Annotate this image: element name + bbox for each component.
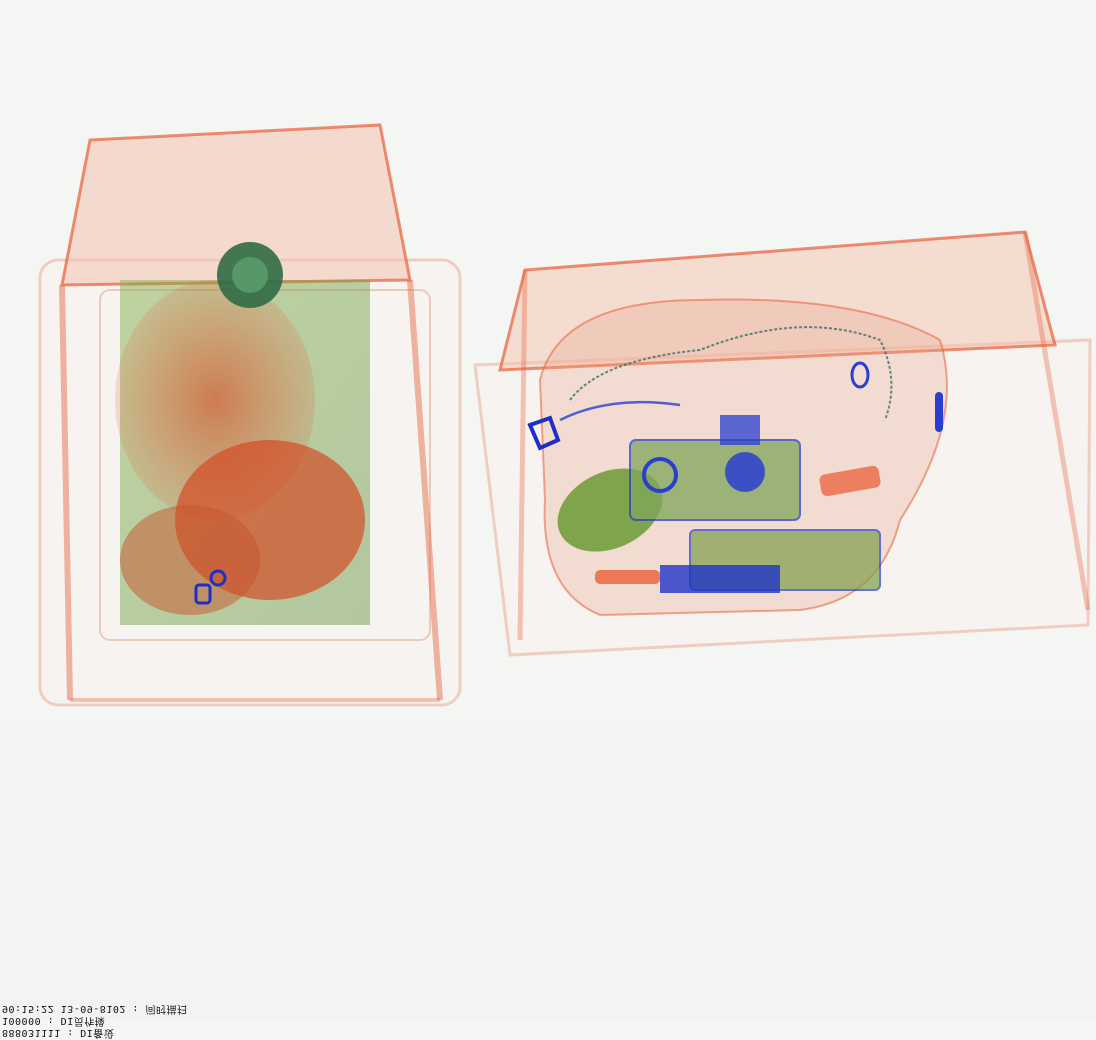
device-id-text: 888031111 : DI备设: [2, 1027, 115, 1038]
right-tray: [473, 230, 1092, 657]
operator-id-text: 100000 : DI员作操: [2, 1015, 106, 1026]
scan-time-text: 90:15:22 13-09-8102 : 间时描扫: [2, 1003, 188, 1014]
left-tray: [38, 123, 462, 707]
